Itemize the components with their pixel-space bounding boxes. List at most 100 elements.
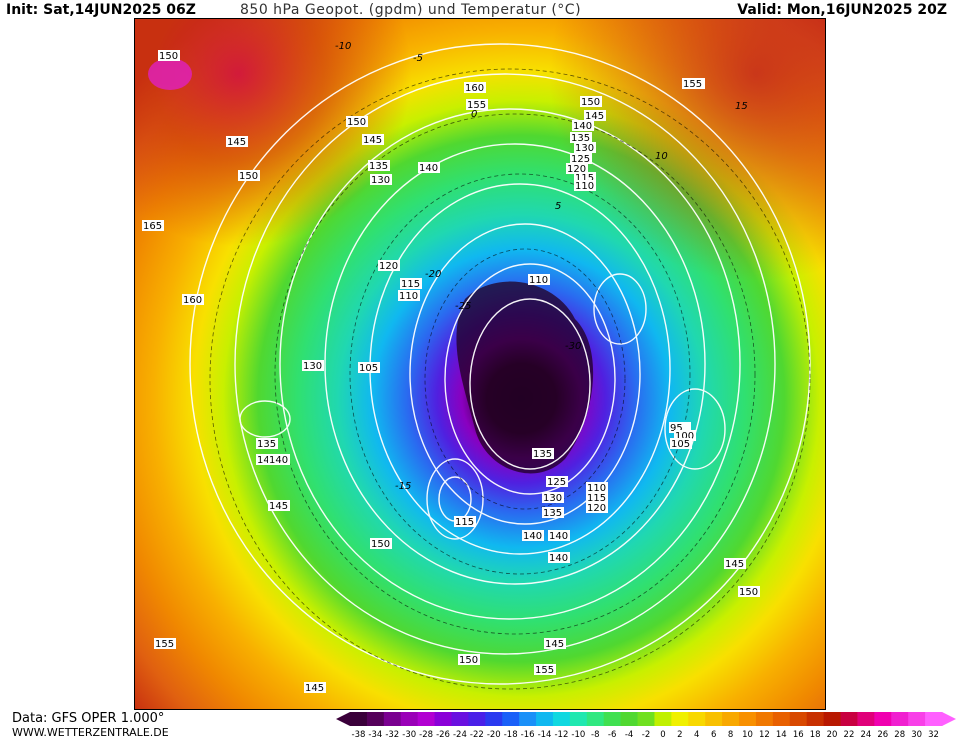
legend-swatch — [840, 712, 858, 726]
contour-label-bg — [158, 50, 180, 61]
legend-swatch — [569, 712, 588, 726]
contour-label-bg — [586, 482, 608, 493]
legend-tick-label: -38 — [352, 730, 366, 740]
contour-label-bg — [454, 516, 476, 527]
contour-label-bg — [724, 558, 746, 569]
contour-label-bg — [368, 160, 390, 171]
geopotential-contour-label: 100 — [675, 431, 694, 442]
geopotential-contour-label: 140 — [269, 455, 288, 466]
geopotential-contour-label: 145 — [305, 683, 324, 694]
contour-label-bg — [586, 502, 608, 513]
legend-swatch — [925, 712, 943, 726]
legend-tick-label: 0 — [660, 730, 665, 740]
legend-swatch — [688, 712, 706, 726]
contour-label-bg — [548, 552, 570, 563]
geopotential-contour-label: 130 — [371, 175, 390, 186]
geopotential-contour-label: 150 — [739, 587, 758, 598]
geopotential-contour-label: 135 — [533, 449, 552, 460]
legend-swatch — [434, 712, 452, 726]
legend-swatch — [468, 712, 486, 726]
geopotential-contour-label: 160 — [183, 295, 202, 306]
contour-label-bg — [669, 422, 691, 433]
legend-tick-label: -30 — [402, 730, 416, 740]
geopotential-contour-label: 135 — [257, 439, 276, 450]
contour-label-bg — [400, 278, 422, 289]
geopotential-contour-label: 145 — [545, 639, 564, 650]
contour-label-bg — [546, 476, 568, 487]
contour-label-bg — [528, 274, 550, 285]
temperature-contour-label: -5 — [413, 53, 423, 64]
temperature-contour-label: -15 — [395, 481, 411, 492]
geopotential-contour-label: 105 — [671, 439, 690, 450]
contour-label-bg — [580, 96, 602, 107]
legend-swatch — [908, 712, 926, 726]
geopotential-contour-label: 110 — [575, 181, 594, 192]
geopotential-contour-label: 145 — [585, 111, 604, 122]
contour-label-bg — [464, 82, 486, 93]
contour-label-bg — [532, 448, 554, 459]
legend-tick-label: 8 — [728, 730, 733, 740]
legend-tick-label: -10 — [571, 730, 585, 740]
map-title: 850 hPa Geopot. (gpdm) und Temperatur (°… — [240, 2, 582, 18]
legend-swatch — [350, 712, 368, 726]
geopotential-contour-label: 130 — [575, 143, 594, 154]
legend-swatch — [722, 712, 740, 726]
legend-tick-label: -34 — [368, 730, 382, 740]
legend-tick-label: 26 — [877, 730, 888, 740]
contour-label-bg — [398, 290, 420, 301]
contour-label-bg — [574, 142, 596, 153]
legend-swatch — [874, 712, 892, 726]
geopotential-contour-label: 120 — [379, 261, 398, 272]
temperature-contour-label: 15 — [735, 101, 748, 112]
contour-label-bg — [226, 136, 248, 147]
legend-arrow-right — [942, 712, 956, 726]
legend-tick-label: -14 — [538, 730, 552, 740]
legend-swatch — [502, 712, 520, 726]
geopotential-contour-label: 155 — [467, 100, 486, 111]
legend-swatch — [891, 712, 909, 726]
contour-label-bg — [670, 438, 692, 449]
geopotential-contour-label: 145 — [725, 559, 744, 570]
contour-label-bg — [466, 99, 488, 110]
geopotential-contour-label: 125 — [571, 154, 590, 165]
legend-swatch — [485, 712, 503, 726]
legend-swatch — [536, 712, 554, 726]
temperature-contour-label: 0 — [471, 109, 477, 120]
contour-label-bg — [522, 530, 544, 541]
temperature-contour-label: -20 — [425, 269, 441, 280]
contour-label-bg — [584, 110, 606, 121]
legend-tick-label: -32 — [385, 730, 399, 740]
legend-tick-label: 10 — [742, 730, 753, 740]
contour-label-bg — [542, 507, 564, 518]
temperature-contour-label: 10 — [655, 151, 668, 162]
legend-tick-label: -6 — [608, 730, 616, 740]
legend-tick-label: -4 — [625, 730, 633, 740]
geopotential-contour-label: 145 — [269, 501, 288, 512]
geopotential-contour-label: 130 — [303, 361, 322, 372]
geopotential-contour-label: 135 — [369, 161, 388, 172]
legend-swatch — [789, 712, 808, 726]
geopotential-contour-label: 140 — [523, 531, 542, 542]
contour-label-bg — [458, 654, 480, 665]
contour-label-bg — [418, 162, 440, 173]
contour-label-bg — [362, 134, 384, 145]
legend-swatch — [739, 712, 757, 726]
contour-label-bg — [268, 454, 290, 465]
legend-tick-label: -8 — [591, 730, 599, 740]
contour-label-bg — [570, 132, 592, 143]
legend-swatch — [451, 712, 469, 726]
geopotential-contour-label: 140 — [257, 455, 276, 466]
geopotential-contour-label: 155 — [535, 665, 554, 676]
legend-swatch — [586, 712, 605, 726]
geopotential-contour-label: 150 — [581, 97, 600, 108]
geopotential-contour-label: 140 — [573, 121, 592, 132]
contour-label-bg — [574, 172, 596, 183]
legend-tick-label: -18 — [504, 730, 518, 740]
legend-swatch — [552, 712, 571, 726]
website: WWW.WETTERZENTRALE.DE — [12, 726, 169, 739]
legend-tick-label: -2 — [642, 730, 650, 740]
geopotential-contour-label: 105 — [359, 363, 378, 374]
contour-label-bg — [154, 638, 176, 649]
legend-tick-label: 30 — [911, 730, 922, 740]
weather-map-svg: 1501601551501451401351301251201151101551… — [135, 19, 825, 709]
